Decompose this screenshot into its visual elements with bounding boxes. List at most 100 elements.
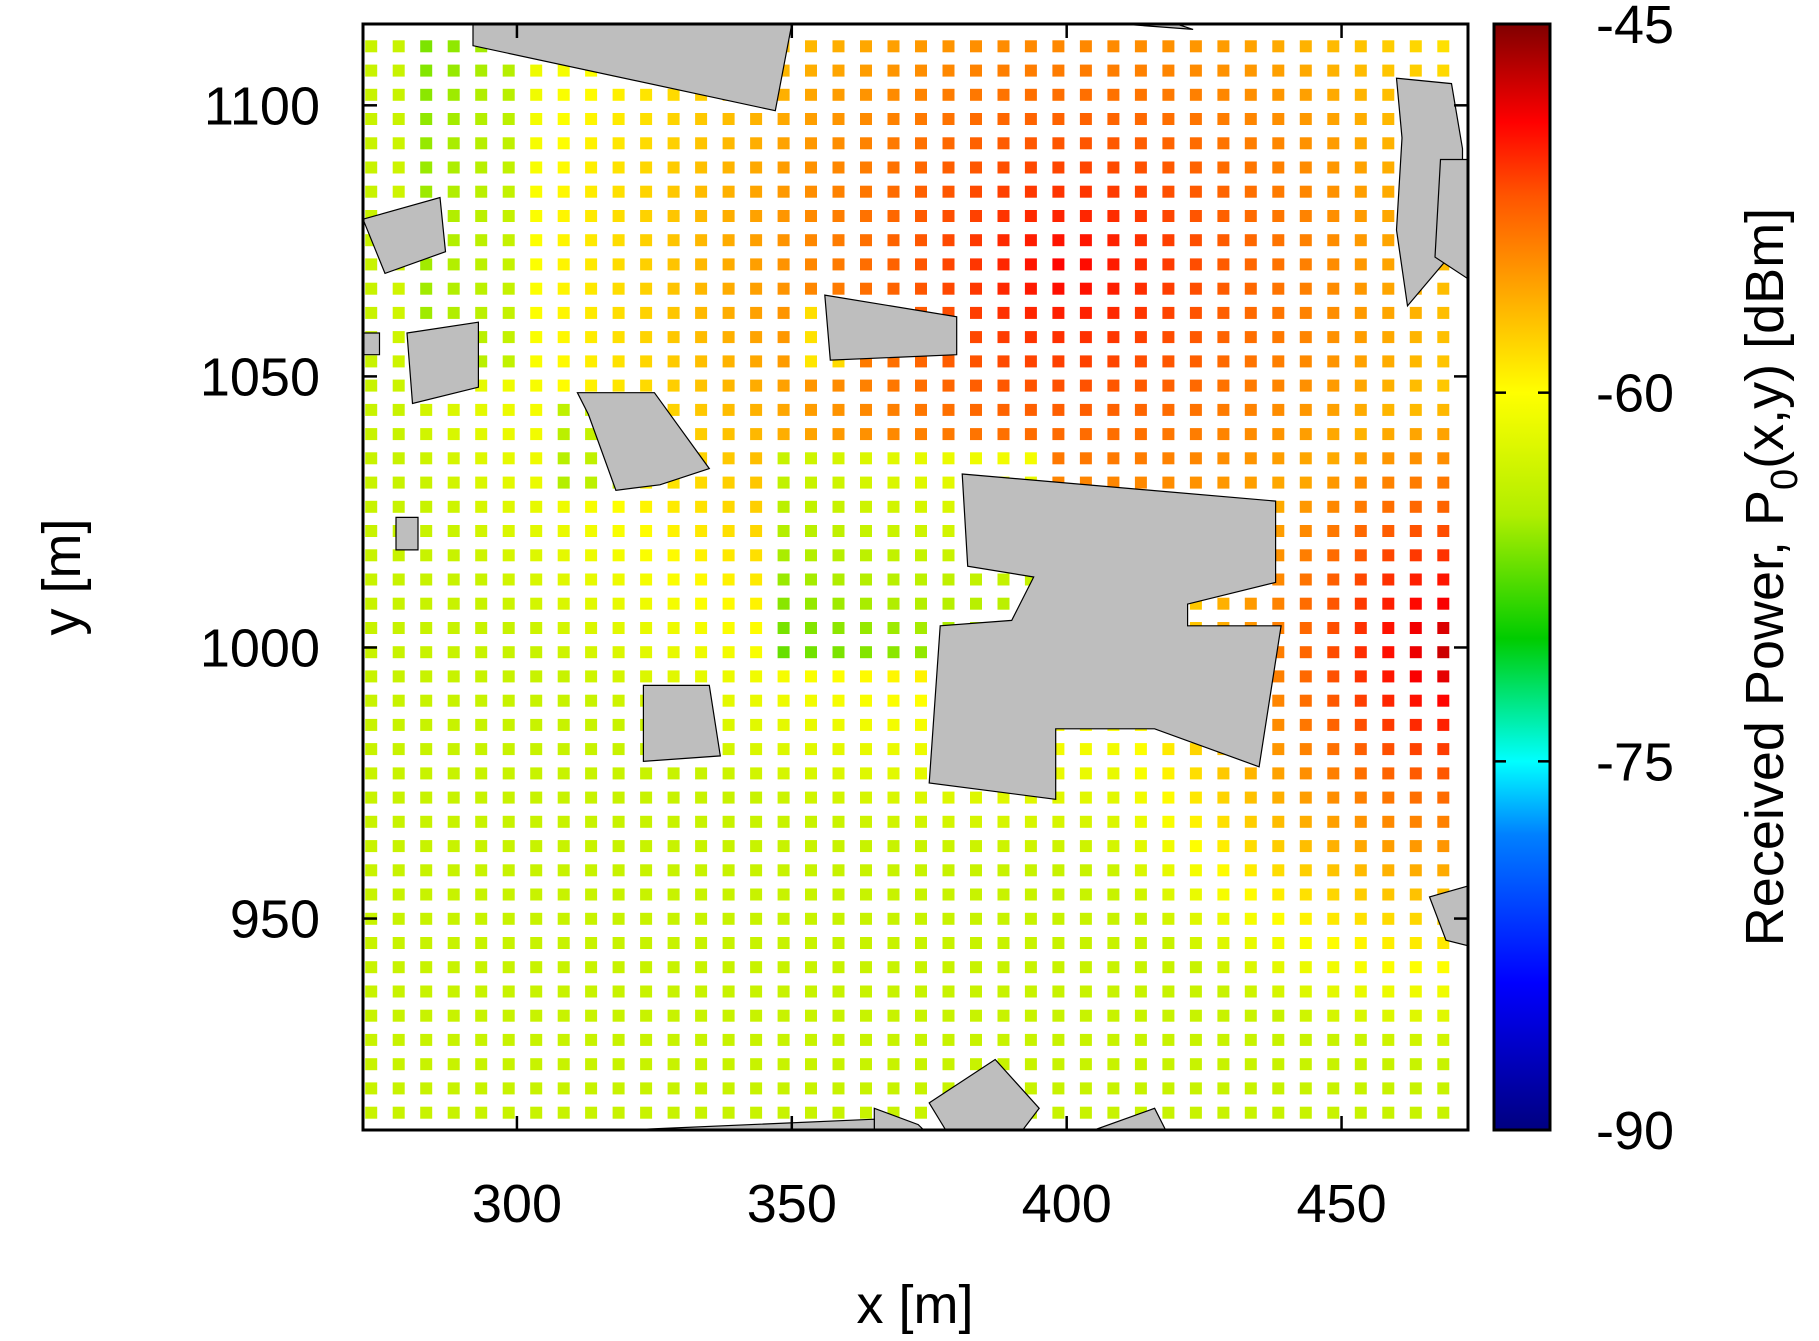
- heatmap-cell: [1382, 64, 1395, 77]
- heatmap-cell: [612, 258, 625, 271]
- heatmap-cell: [1299, 912, 1312, 925]
- heatmap-cell: [777, 912, 790, 925]
- building-footprint: [472, 24, 793, 112]
- heatmap-cell: [1107, 815, 1120, 828]
- heatmap-cell: [1382, 670, 1395, 683]
- heatmap-cell: [777, 403, 790, 416]
- heatmap-cell: [530, 210, 543, 222]
- heatmap-cell: [502, 791, 515, 804]
- heatmap-cell: [1382, 525, 1395, 537]
- heatmap-cell: [1382, 597, 1395, 610]
- heatmap-cell: [695, 815, 708, 828]
- heatmap-cell: [502, 646, 515, 659]
- heatmap-cell: [365, 549, 378, 562]
- heatmap-cell: [420, 864, 433, 877]
- heatmap-cell: [695, 1082, 708, 1095]
- heatmap-cell: [1382, 694, 1395, 707]
- heatmap-cell: [557, 912, 570, 925]
- heatmap-cell: [722, 1033, 735, 1046]
- heatmap-cell: [1382, 500, 1395, 513]
- heatmap-cell: [750, 718, 763, 731]
- heatmap-cell: [1134, 1033, 1147, 1046]
- heatmap-cell: [392, 1009, 405, 1022]
- heatmap-cell: [1244, 234, 1257, 247]
- heatmap-cell: [777, 113, 790, 125]
- heatmap-cell: [750, 961, 763, 974]
- heatmap-cell: [860, 718, 872, 731]
- heatmap-cell: [420, 306, 433, 319]
- heatmap-cell: [695, 500, 708, 513]
- heatmap-cell: [1409, 646, 1422, 659]
- heatmap-cell: [1134, 161, 1147, 174]
- heatmap-cell: [475, 476, 488, 489]
- heatmap-cell: [447, 234, 460, 247]
- heatmap-cell: [1299, 791, 1312, 804]
- heatmap-cell: [667, 258, 680, 271]
- heatmap-cell: [1134, 428, 1147, 441]
- heatmap-cell: [1382, 912, 1395, 925]
- heatmap-cell: [805, 161, 817, 174]
- heatmap-cell: [1052, 185, 1065, 198]
- heatmap-cell: [777, 985, 790, 998]
- heatmap-cell: [1024, 403, 1037, 416]
- heatmap-cell: [1272, 258, 1285, 271]
- heatmap-cell: [1024, 1058, 1037, 1071]
- heatmap-cell: [887, 888, 900, 901]
- heatmap-cell: [695, 791, 708, 804]
- heatmap-cell: [750, 743, 763, 756]
- heatmap-cell: [805, 40, 817, 53]
- heatmap-cell: [1327, 88, 1340, 101]
- heatmap-cell: [1217, 40, 1230, 53]
- heatmap-cell: [997, 210, 1010, 222]
- heatmap-cell: [1217, 428, 1230, 441]
- heatmap-cell: [557, 985, 570, 998]
- heatmap-cell: [1409, 500, 1422, 513]
- heatmap-cell: [1189, 961, 1202, 974]
- heatmap-cell: [1134, 113, 1147, 125]
- heatmap-cell: [1189, 113, 1202, 125]
- heatmap-cell: [1134, 64, 1147, 77]
- heatmap-cell: [805, 815, 817, 828]
- heatmap-cell: [530, 549, 543, 562]
- heatmap-cell: [1382, 840, 1395, 853]
- heatmap-cell: [585, 1082, 598, 1095]
- heatmap-cell: [585, 549, 598, 562]
- heatmap-cell: [1079, 210, 1092, 222]
- heatmap-cell: [667, 234, 680, 247]
- heatmap-cell: [860, 525, 872, 537]
- heatmap-cell: [585, 452, 598, 465]
- heatmap-cell: [1217, 355, 1230, 368]
- heatmap-cell: [530, 985, 543, 998]
- heatmap-cell: [915, 113, 927, 125]
- heatmap-cell: [997, 331, 1010, 344]
- heatmap-cell: [970, 161, 982, 174]
- colorbar-title-suffix: (x,y) [dBm]: [1735, 208, 1795, 469]
- heatmap-cell: [392, 331, 405, 344]
- heatmap-cell: [502, 767, 515, 780]
- heatmap-cell: [667, 549, 680, 562]
- heatmap-cell: [1272, 912, 1285, 925]
- heatmap-cell: [887, 282, 900, 295]
- heatmap-cell: [447, 622, 460, 634]
- heatmap-cell: [1299, 864, 1312, 877]
- heatmap-cell: [502, 840, 515, 853]
- heatmap-cell: [667, 767, 680, 780]
- heatmap-cell: [1079, 1106, 1092, 1119]
- heatmap-cell: [447, 888, 460, 901]
- heatmap-cell: [557, 767, 570, 780]
- heatmap-cell: [832, 864, 845, 877]
- heatmap-cell: [1107, 64, 1120, 77]
- heatmap-cell: [777, 379, 790, 392]
- heatmap-cell: [392, 815, 405, 828]
- heatmap-cell: [777, 549, 790, 562]
- heatmap-cell: [392, 500, 405, 513]
- heatmap-cell: [447, 573, 460, 586]
- heatmap-cell: [1437, 1058, 1450, 1071]
- heatmap-cell: [365, 64, 378, 77]
- heatmap-cell: [1382, 646, 1395, 659]
- heatmap-cell: [1327, 500, 1340, 513]
- heatmap-cell: [640, 622, 653, 634]
- heatmap-cell: [502, 1058, 515, 1071]
- heatmap-cell: [695, 961, 708, 974]
- heatmap-cell: [970, 597, 982, 610]
